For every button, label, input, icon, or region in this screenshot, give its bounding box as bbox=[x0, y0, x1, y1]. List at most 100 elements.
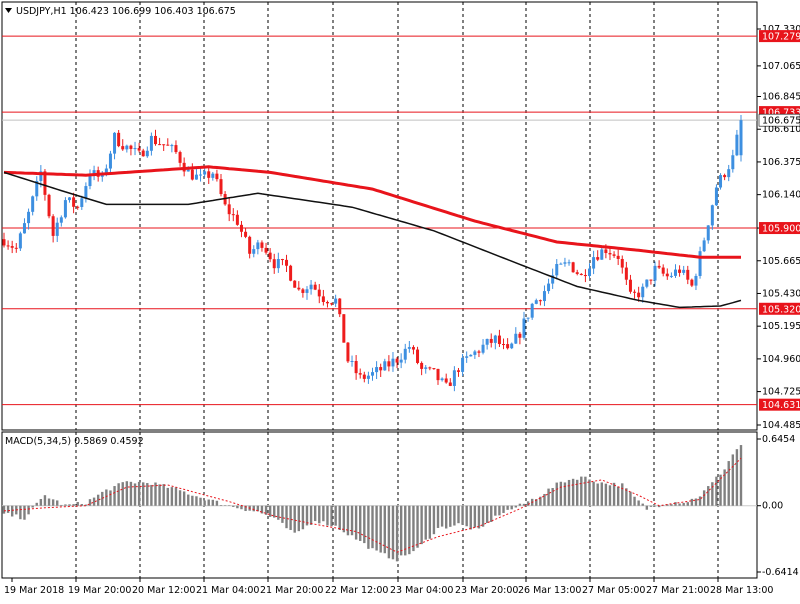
level-price-tag bbox=[759, 398, 800, 411]
macd-histogram-bar bbox=[539, 496, 542, 506]
bull-candle bbox=[669, 275, 673, 277]
x-tick-label: 21 Mar 20:00 bbox=[260, 585, 323, 596]
macd-histogram-bar bbox=[281, 505, 284, 523]
macd-histogram-bar bbox=[395, 505, 399, 562]
bull-candle bbox=[719, 175, 723, 188]
macd-histogram-bar bbox=[666, 504, 669, 506]
macd-histogram-bar bbox=[96, 494, 100, 506]
level-price-label: 104.631 bbox=[762, 400, 800, 411]
macd-histogram-bar bbox=[19, 505, 22, 520]
macd-histogram-bar bbox=[477, 505, 481, 529]
bull-candle bbox=[108, 153, 112, 169]
macd-histogram-bar bbox=[526, 501, 530, 506]
bull-candle bbox=[588, 268, 592, 277]
bull-candle bbox=[698, 251, 702, 276]
bear-candle bbox=[608, 253, 612, 255]
bear-candle bbox=[153, 135, 157, 145]
macd-histogram-bar bbox=[10, 505, 14, 517]
macd-histogram-bar bbox=[232, 505, 235, 507]
macd-histogram-bar bbox=[727, 461, 730, 506]
bear-candle bbox=[354, 360, 358, 374]
macd-histogram-bar bbox=[121, 482, 124, 506]
bull-candle bbox=[170, 145, 174, 147]
bear-candle bbox=[321, 296, 325, 302]
y-tick-label: 107.065 bbox=[762, 61, 800, 72]
macd-histogram-bar bbox=[109, 490, 112, 506]
bull-candle bbox=[702, 240, 706, 252]
y-tick-label: 105.665 bbox=[762, 256, 800, 267]
macd-histogram-bar bbox=[64, 504, 67, 506]
bull-candle bbox=[203, 171, 207, 175]
macd-histogram-bar bbox=[330, 505, 333, 527]
macd-histogram-bar bbox=[645, 505, 649, 510]
x-tick-label: 21 Mar 04:00 bbox=[196, 585, 259, 596]
bear-candle bbox=[723, 175, 727, 178]
macd-histogram-bar bbox=[187, 494, 190, 506]
x-tick-label: 27 Mar 05:00 bbox=[582, 585, 645, 596]
bear-candle bbox=[432, 368, 436, 370]
macd-histogram-bar bbox=[203, 500, 206, 506]
macd-histogram-bar bbox=[535, 499, 538, 506]
bear-candle bbox=[358, 373, 362, 375]
bear-candle bbox=[583, 275, 587, 277]
macd-histogram-bar bbox=[199, 497, 202, 506]
bear-candle bbox=[235, 214, 239, 225]
bull-candle bbox=[682, 269, 686, 273]
macd-histogram-bar bbox=[490, 505, 493, 522]
bull-candle bbox=[653, 265, 657, 281]
macd-y-tick-label: 0.6454 bbox=[762, 434, 795, 445]
bull-candle bbox=[84, 186, 88, 199]
macd-histogram-bar bbox=[158, 484, 161, 506]
macd-histogram-bar bbox=[600, 482, 603, 506]
bear-candle bbox=[518, 333, 522, 338]
bull-candle bbox=[199, 174, 203, 176]
macd-histogram-bar bbox=[6, 505, 10, 513]
macd-histogram-bar bbox=[584, 476, 587, 506]
macd-histogram-bar bbox=[334, 505, 337, 526]
level-price-tag bbox=[759, 30, 800, 43]
macd-histogram-bar bbox=[629, 491, 632, 506]
macd-histogram-bar bbox=[694, 498, 698, 506]
bull-candle bbox=[559, 263, 563, 265]
y-tick-label: 107.330 bbox=[762, 24, 800, 35]
macd-histogram-bar bbox=[207, 499, 210, 506]
macd-histogram-bar bbox=[412, 505, 415, 552]
macd-histogram-bar bbox=[350, 505, 354, 536]
macd-histogram-bar bbox=[522, 503, 526, 506]
macd-histogram-bar bbox=[166, 487, 169, 506]
bull-candle bbox=[309, 284, 313, 290]
macd-histogram-bar bbox=[481, 505, 485, 527]
macd-histogram-bar bbox=[731, 454, 735, 506]
bear-candle bbox=[117, 132, 121, 147]
bull-candle bbox=[391, 358, 395, 367]
current-price-tag bbox=[758, 113, 800, 127]
macd-histogram-bar bbox=[346, 505, 350, 536]
bear-candle bbox=[166, 144, 170, 146]
macd-histogram-bar bbox=[621, 483, 624, 506]
macd-histogram-bar bbox=[461, 505, 464, 525]
macd-histogram-bar bbox=[612, 482, 616, 506]
macd-histogram-bar bbox=[252, 505, 255, 512]
macd-histogram-bar bbox=[625, 488, 628, 506]
bull-candle bbox=[600, 249, 604, 260]
bull-candle bbox=[133, 148, 137, 150]
macd-histogram-bar bbox=[76, 501, 79, 506]
macd-histogram-bar bbox=[227, 505, 231, 506]
bull-candle bbox=[485, 338, 489, 345]
macd-histogram-bar bbox=[715, 476, 718, 506]
bear-candle bbox=[436, 368, 440, 381]
bull-candle bbox=[276, 259, 280, 269]
macd-histogram-bar bbox=[502, 505, 505, 513]
bear-candle bbox=[6, 245, 10, 247]
bull-candle bbox=[35, 180, 39, 197]
chart-title: USDJPY,H1 106.423 106.699 106.403 106.67… bbox=[16, 6, 236, 17]
macd-histogram-bar bbox=[424, 505, 427, 540]
bull-candle bbox=[465, 356, 469, 358]
collapse-triangle-icon[interactable] bbox=[5, 8, 12, 13]
bear-candle bbox=[612, 254, 616, 256]
macd-histogram-bar bbox=[518, 503, 522, 506]
macd-histogram-bar bbox=[555, 482, 558, 506]
bull-candle bbox=[59, 217, 63, 223]
